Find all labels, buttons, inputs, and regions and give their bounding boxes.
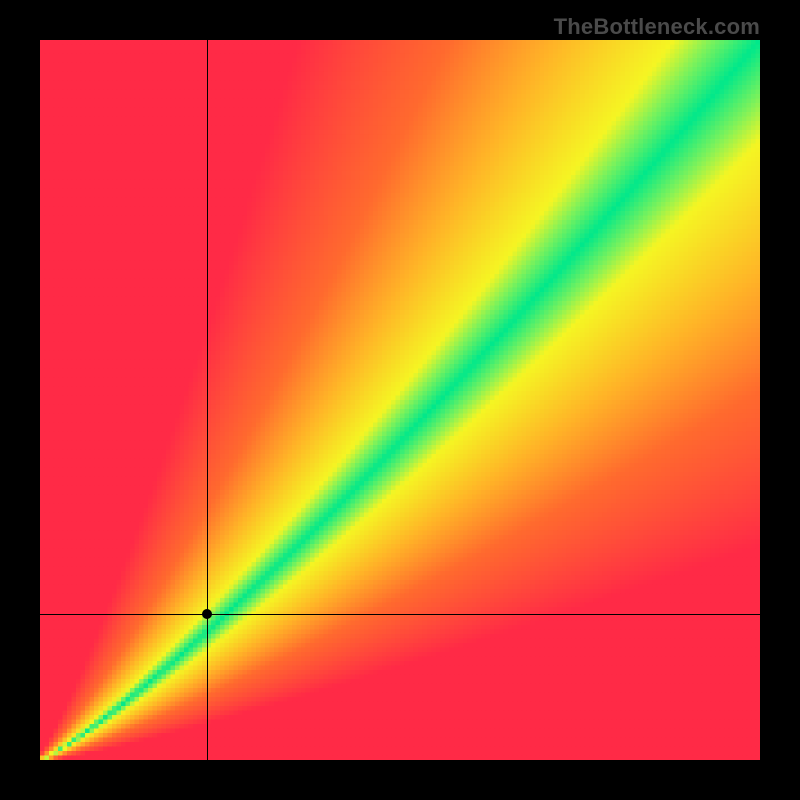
crosshair-horizontal	[40, 614, 760, 615]
crosshair-vertical	[207, 40, 208, 760]
crosshair-marker-dot	[202, 609, 212, 619]
watermark-text: TheBottleneck.com	[554, 14, 760, 40]
heatmap-canvas	[40, 40, 760, 760]
chart-container: TheBottleneck.com	[0, 0, 800, 800]
plot-area	[40, 40, 760, 760]
